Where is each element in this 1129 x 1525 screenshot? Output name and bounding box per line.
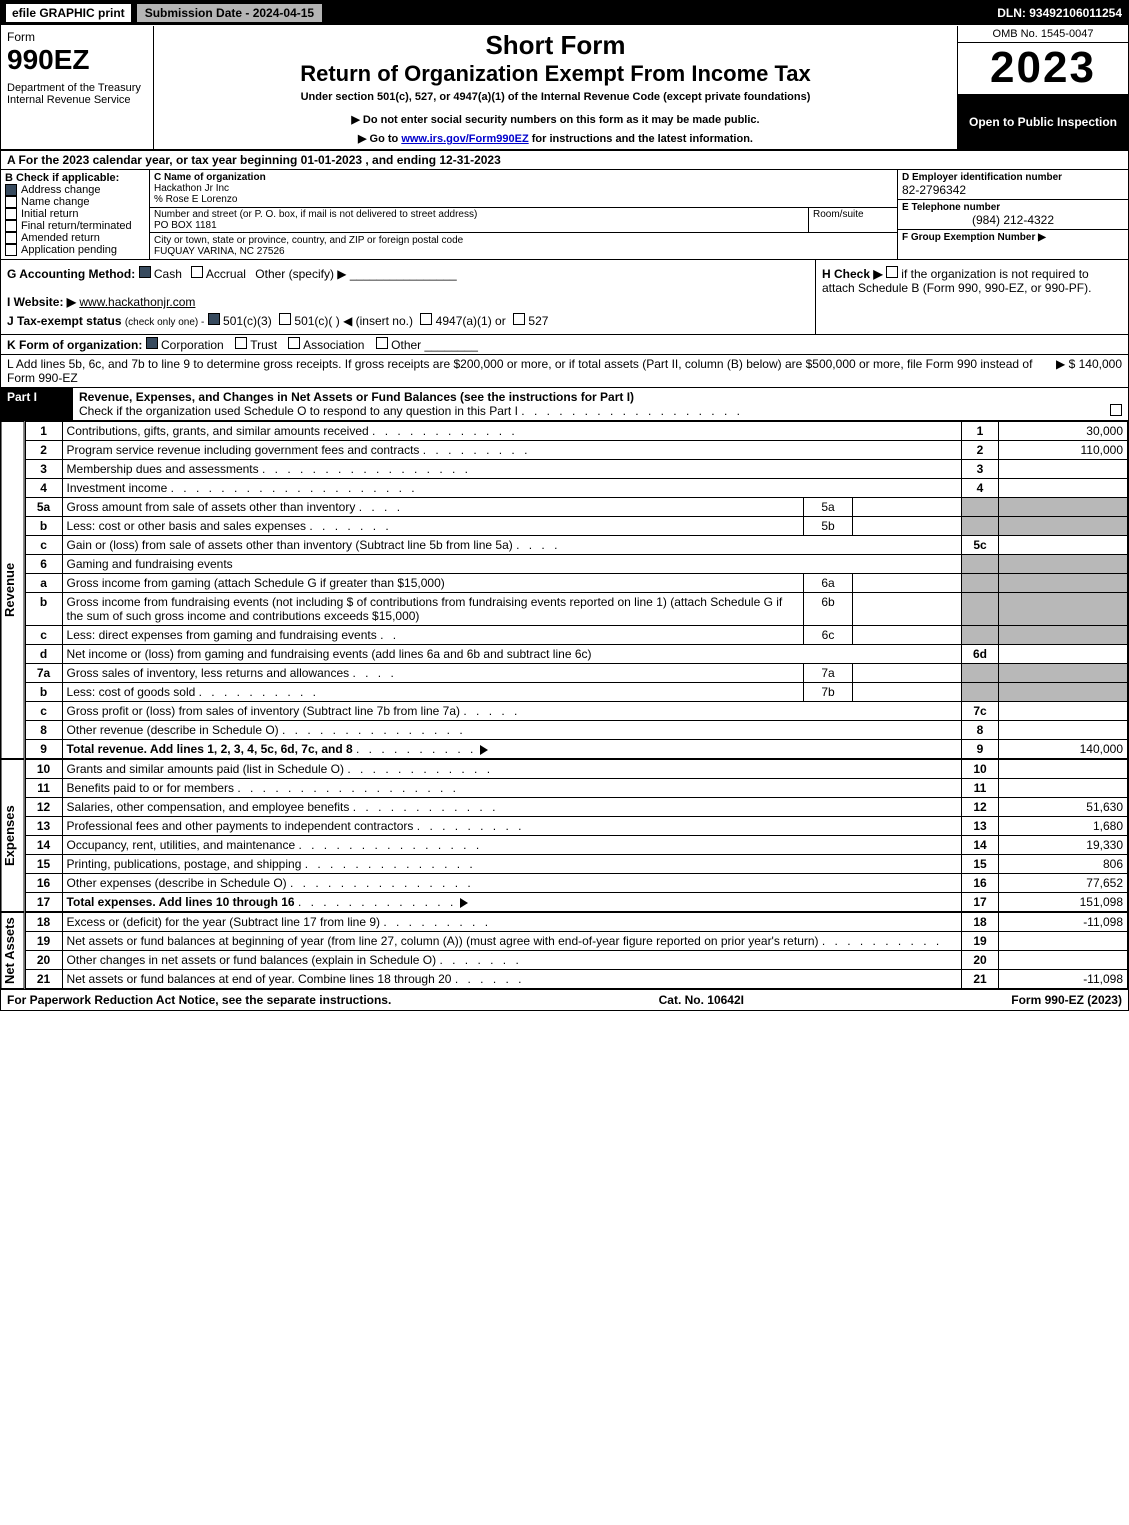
website: www.hackathonjr.com xyxy=(79,295,195,309)
footer: For Paperwork Reduction Act Notice, see … xyxy=(1,989,1128,1010)
checkbox-corp[interactable] xyxy=(146,337,158,349)
section-i-label: I Website: ▶ xyxy=(7,295,76,309)
goto-note: ▶ Go to www.irs.gov/Form990EZ for instru… xyxy=(158,132,953,145)
checkbox-trust[interactable] xyxy=(235,337,247,349)
section-d-label: D Employer identification number xyxy=(902,172,1124,183)
netassets-section-label: Net Assets xyxy=(1,912,25,989)
section-k-label: K Form of organization: xyxy=(7,338,142,352)
section-h: H Check ▶ if the organization is not req… xyxy=(815,260,1128,334)
topbar: efile GRAPHIC print Submission Date - 20… xyxy=(1,1,1128,26)
short-form-title: Short Form xyxy=(158,30,953,61)
phone: (984) 212-4322 xyxy=(902,213,1124,227)
part1-label: Part I xyxy=(1,388,73,420)
return-title: Return of Organization Exempt From Incom… xyxy=(158,61,953,87)
irs-label: Internal Revenue Service xyxy=(7,94,131,106)
section-j-label: J Tax-exempt status xyxy=(7,314,122,328)
cat-no: Cat. No. 10642I xyxy=(659,993,744,1007)
section-f-label: F Group Exemption Number ▶ xyxy=(902,232,1124,243)
section-b-label: B Check if applicable: xyxy=(5,172,145,184)
irs-link[interactable]: www.irs.gov/Form990EZ xyxy=(401,133,528,145)
room-label: Room/suite xyxy=(808,208,897,232)
form-label: Form xyxy=(7,30,35,44)
treasury-dept: Department of the Treasury xyxy=(7,82,141,94)
dln: DLN: 93492106011254 xyxy=(997,6,1128,20)
part1-heading: Revenue, Expenses, and Changes in Net As… xyxy=(79,390,634,404)
open-public-box: Open to Public Inspection xyxy=(958,93,1128,149)
form-footer: Form 990-EZ (2023) xyxy=(1011,993,1122,1007)
checkbox-initial-return[interactable] xyxy=(5,208,17,220)
submission-date: Submission Date - 2024-04-15 xyxy=(136,3,323,23)
careof: % Rose E Lorenzo xyxy=(154,194,893,205)
netassets-table: 18Excess or (deficit) for the year (Subt… xyxy=(25,912,1128,989)
expenses-table: 10Grants and similar amounts paid (list … xyxy=(25,759,1128,912)
efile-print-button[interactable]: efile GRAPHIC print xyxy=(5,3,132,23)
section-e-label: E Telephone number xyxy=(902,202,1124,213)
section-l-text: L Add lines 5b, 6c, and 7b to line 9 to … xyxy=(7,357,1056,385)
ein: 82-2796342 xyxy=(902,183,1124,197)
checkbox-address-change[interactable] xyxy=(5,184,17,196)
ssn-warning: ▶ Do not enter social security numbers o… xyxy=(158,113,953,126)
form-number: 990EZ xyxy=(7,44,147,76)
addr-label: Number and street (or P. O. box, if mail… xyxy=(154,209,804,220)
city-label: City or town, state or province, country… xyxy=(154,235,893,246)
expenses-section-label: Expenses xyxy=(1,759,25,912)
checkbox-part1-scho[interactable] xyxy=(1110,404,1122,416)
checkbox-cash[interactable] xyxy=(139,266,151,278)
city: FUQUAY VARINA, NC 27526 xyxy=(154,246,893,257)
checkbox-assoc[interactable] xyxy=(288,337,300,349)
checkbox-h[interactable] xyxy=(886,266,898,278)
pobox: PO BOX 1181 xyxy=(154,220,804,231)
checkbox-final-return[interactable] xyxy=(5,220,17,232)
paperwork-notice: For Paperwork Reduction Act Notice, see … xyxy=(7,993,391,1007)
checkbox-501c3[interactable] xyxy=(208,313,220,325)
checkbox-accrual[interactable] xyxy=(191,266,203,278)
section-a: A For the 2023 calendar year, or tax yea… xyxy=(1,151,1128,170)
org-name: Hackathon Jr Inc xyxy=(154,183,893,194)
checkbox-other[interactable] xyxy=(376,337,388,349)
checkbox-527[interactable] xyxy=(513,313,525,325)
part1-check-note: Check if the organization used Schedule … xyxy=(79,404,518,418)
section-c-label: C Name of organization xyxy=(154,172,893,183)
checkbox-amended[interactable] xyxy=(5,232,17,244)
revenue-table: 1Contributions, gifts, grants, and simil… xyxy=(25,421,1128,759)
omb-number: OMB No. 1545-0047 xyxy=(958,26,1128,43)
under-section: Under section 501(c), 527, or 4947(a)(1)… xyxy=(158,91,953,103)
section-l-amount: ▶ $ 140,000 xyxy=(1056,357,1122,385)
checkbox-4947[interactable] xyxy=(420,313,432,325)
checkbox-501c[interactable] xyxy=(279,313,291,325)
revenue-section-label: Revenue xyxy=(1,421,25,759)
checkbox-name-change[interactable] xyxy=(5,196,17,208)
checkbox-pending[interactable] xyxy=(5,244,17,256)
section-g-label: G Accounting Method: xyxy=(7,267,135,281)
tax-year: 2023 xyxy=(958,43,1128,93)
form-header: Form 990EZ Department of the Treasury In… xyxy=(1,26,1128,151)
